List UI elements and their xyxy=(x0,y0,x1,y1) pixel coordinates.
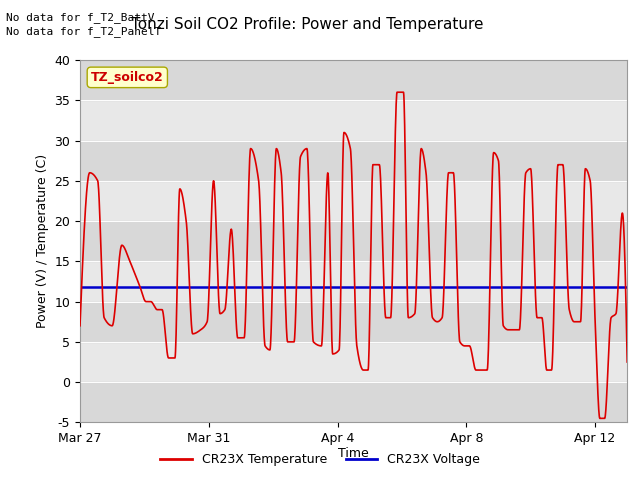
Text: Tonzi Soil CO2 Profile: Power and Temperature: Tonzi Soil CO2 Profile: Power and Temper… xyxy=(131,17,483,32)
Legend: CR23X Temperature, CR23X Voltage: CR23X Temperature, CR23X Voltage xyxy=(156,448,484,471)
Text: No data for f_T2_PanelT: No data for f_T2_PanelT xyxy=(6,26,162,37)
Y-axis label: Power (V) / Temperature (C): Power (V) / Temperature (C) xyxy=(36,154,49,328)
Bar xyxy=(80,141,627,181)
Text: TZ_soilco2: TZ_soilco2 xyxy=(91,71,164,84)
Bar xyxy=(80,301,627,342)
X-axis label: Time: Time xyxy=(338,446,369,459)
Bar xyxy=(80,382,627,422)
Text: No data for f_T2_BattV: No data for f_T2_BattV xyxy=(6,12,155,23)
Bar xyxy=(80,221,627,261)
Bar xyxy=(80,60,627,100)
